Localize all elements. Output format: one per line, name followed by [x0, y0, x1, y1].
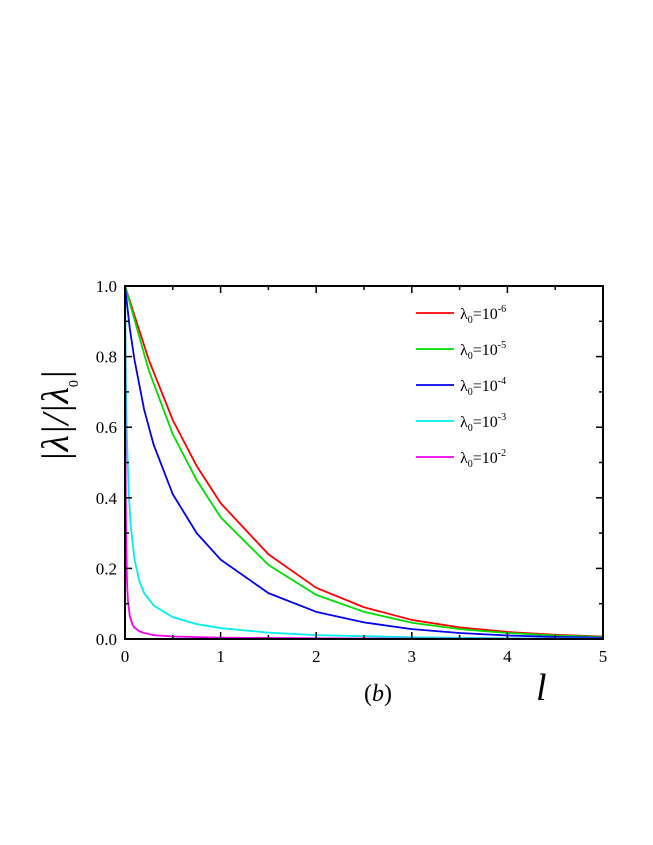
- x-tick-label: 1: [216, 647, 225, 666]
- x-axis-label: l: [536, 667, 547, 709]
- series-line-2: [124, 285, 604, 638]
- legend-label: λ0=10-4: [460, 376, 506, 398]
- x-tick-label: 3: [408, 647, 417, 666]
- x-tick-label: 4: [503, 647, 512, 666]
- y-tick-label: 0.6: [96, 418, 117, 437]
- legend-item: λ0=10-5: [416, 340, 506, 362]
- y-tick-labels: 0.0 0.2 0.4 0.6 0.8 1.0: [96, 277, 118, 649]
- legend: λ0=10-6 λ0=10-5 λ0=10-4 λ0=10-3 λ0=10-2: [416, 304, 506, 470]
- x-tick-label: 2: [312, 647, 321, 666]
- y-tick-label: 1.0: [96, 277, 117, 296]
- y-tick-label: 0.4: [96, 489, 118, 508]
- y-tick-label: 0.2: [96, 559, 117, 578]
- legend-item: λ0=10-6: [416, 304, 506, 326]
- x-tick-labels: 0 1 2 3 4 5: [121, 647, 608, 666]
- legend-label: λ0=10-5: [460, 340, 506, 362]
- legend-item: λ0=10-2: [416, 448, 506, 470]
- series-curves: [124, 285, 604, 640]
- legend-label: λ0=10-2: [460, 448, 506, 470]
- series-line-4: [124, 285, 604, 640]
- plot-frame: [124, 285, 604, 640]
- y-tick-label: 0.0: [96, 630, 117, 649]
- y-tick-label: 0.8: [96, 348, 117, 367]
- legend-label: λ0=10-6: [460, 304, 506, 326]
- legend-item: λ0=10-3: [416, 412, 506, 434]
- x-tick-label: 5: [599, 647, 608, 666]
- x-tick-label: 0: [121, 647, 130, 666]
- series-line-5: [124, 285, 604, 640]
- axis-ticks: [124, 285, 604, 640]
- legend-label: λ0=10-3: [460, 412, 506, 434]
- panel-label: (b): [364, 681, 392, 707]
- legend-item: λ0=10-4: [416, 376, 506, 398]
- series-line-1: [124, 285, 604, 638]
- y-axis-label: |λ|/|λ0|: [35, 370, 82, 462]
- series-line-3: [124, 285, 604, 639]
